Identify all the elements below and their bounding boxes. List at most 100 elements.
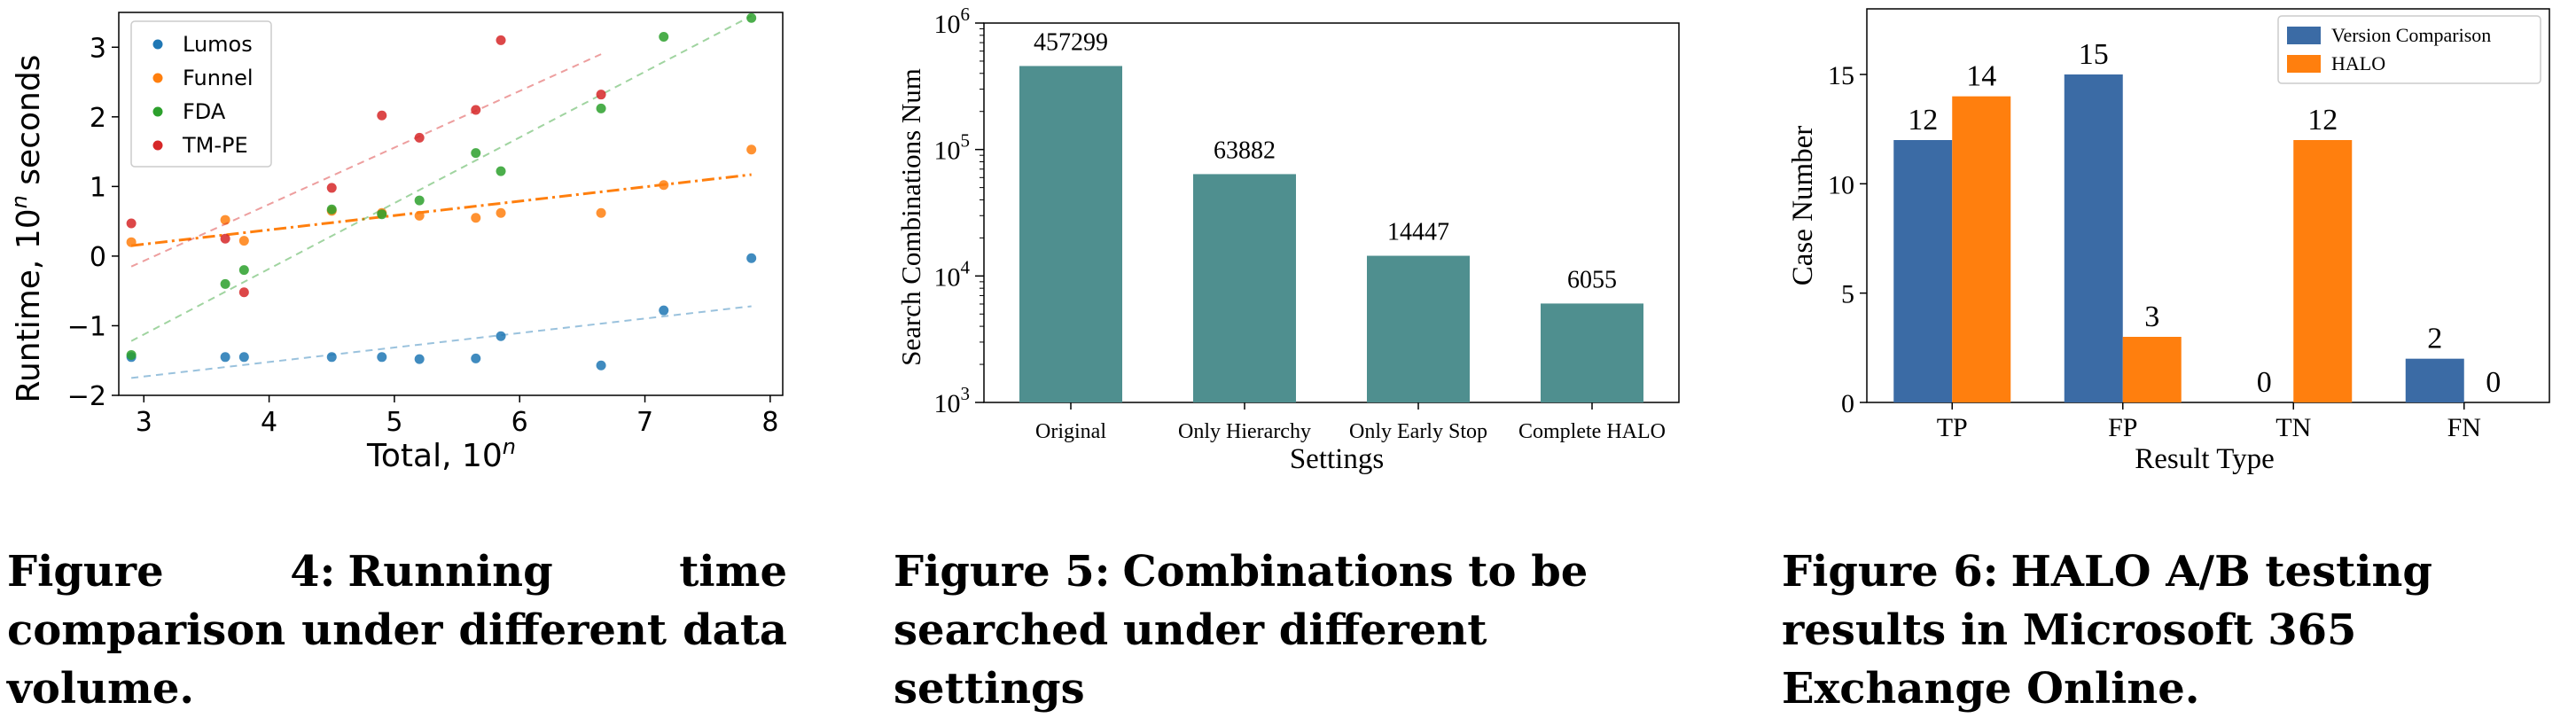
x-tick-label: Original — [1035, 420, 1106, 443]
y-axis-title: Case Number — [1787, 126, 1819, 286]
y-tick-label: 0 — [1841, 389, 1854, 418]
data-point-fda — [496, 166, 506, 176]
y-tick-label: 0 — [90, 242, 106, 273]
x-tick-label: 7 — [636, 407, 653, 438]
data-point-funnel — [659, 180, 669, 191]
figure-5-label: Figure 5: — [894, 547, 1111, 597]
figure-6-label: Figure 6: — [1782, 547, 1999, 597]
data-point-lumos — [471, 353, 481, 363]
y-tick-label: 5 — [1841, 280, 1854, 309]
plot-frame — [118, 12, 784, 396]
x-tick-label: FP — [2108, 413, 2137, 442]
bar-value-label: 3 — [2144, 300, 2159, 333]
y-tick-base: 10 — [934, 10, 961, 39]
legend-marker-fda — [152, 106, 163, 117]
bar-tp-version-comparison — [1893, 140, 1953, 402]
data-point-fda — [326, 204, 337, 215]
data-point-lumos — [414, 354, 425, 364]
x-tick-label: 4 — [261, 407, 277, 438]
data-point-tm-pe — [326, 183, 337, 193]
legend-label-halo: HALO — [2331, 52, 2385, 74]
bar-tn-halo — [2293, 140, 2353, 402]
plot-frame — [983, 22, 1680, 403]
data-point-tm-pe — [414, 132, 425, 143]
data-point-lumos — [238, 352, 249, 363]
y-tick-exponent: 4 — [961, 256, 971, 277]
bar-only-early-stop — [1367, 255, 1470, 402]
bar-value-label: 6055 — [1567, 266, 1617, 293]
y-tick-exponent: 3 — [961, 383, 971, 404]
y-tick-label: 15 — [1828, 61, 1854, 90]
data-point-funnel — [238, 236, 249, 246]
data-point-lumos — [326, 352, 337, 363]
y-tick-label: 103 — [934, 383, 971, 418]
x-tick-label: 8 — [761, 407, 778, 438]
y-tick-exponent: 5 — [961, 130, 971, 152]
bar-original — [1019, 66, 1122, 403]
x-tick-label: FN — [2447, 413, 2481, 442]
data-point-funnel — [746, 144, 757, 155]
x-tick-label: TN — [2275, 413, 2311, 442]
trend-line-lumos — [131, 305, 752, 379]
data-point-tm-pe — [377, 110, 387, 121]
x-tick-label: 3 — [136, 407, 152, 438]
data-point-lumos — [377, 352, 387, 363]
legend-label-fda: FDA — [183, 99, 226, 124]
bar-fp-halo — [2122, 337, 2182, 402]
legend-marker-lumos — [152, 39, 163, 50]
x-tick-label: Only Hierarchy — [1178, 420, 1311, 443]
data-point-lumos — [659, 305, 669, 316]
data-point-lumos — [220, 352, 230, 363]
x-tick-label: 6 — [511, 407, 528, 438]
bar-tp-halo — [1952, 96, 2011, 403]
data-point-fda — [596, 103, 606, 113]
y-tick-base: 10 — [934, 389, 961, 418]
bar-value-label: 457299 — [1034, 28, 1108, 56]
y-tick-label: 106 — [934, 4, 971, 39]
data-point-funnel — [126, 237, 137, 247]
legend-swatch-halo — [2287, 55, 2321, 73]
y-tick-label: 105 — [934, 130, 971, 166]
data-point-funnel — [220, 215, 230, 225]
runtime-scatter-chart: 3 4 5 6 7 8 −2 −1 0 1 2 3 Lumos Funnel FDA TM-PE Total,… — [7, 12, 784, 474]
legend-label-tm-pe: TM-PE — [182, 133, 248, 158]
data-point-lumos — [746, 253, 757, 263]
legend-marker-tm-pe — [152, 140, 163, 151]
data-point-fda — [659, 31, 669, 42]
bar-value-label: 14 — [1966, 60, 1996, 93]
y-tick-label: 104 — [934, 256, 971, 292]
trend-line-funnel — [130, 173, 752, 247]
x-axis-title: Total, 10n — [366, 434, 516, 474]
x-tick-label: 5 — [386, 407, 402, 438]
data-point-fda — [126, 349, 137, 360]
data-point-funnel — [471, 213, 481, 223]
data-point-tm-pe — [220, 233, 230, 244]
x-tick-label: Only Early Stop — [1349, 420, 1487, 443]
data-point-fda — [746, 12, 757, 23]
figure-4-caption: Figure 4: Running time comparison under d… — [7, 542, 787, 718]
legend-swatch-version-comparison — [2287, 27, 2321, 44]
data-point-funnel — [496, 207, 506, 218]
data-point-funnel — [414, 210, 425, 221]
bar-value-label: 63882 — [1214, 137, 1276, 164]
data-point-fda — [238, 265, 249, 276]
scatter-plot-area: 3 4 5 6 7 8 −2 −1 0 1 2 3 Lumos Funnel FDA TM-PE — [67, 12, 784, 438]
legend-label-lumos: Lumos — [183, 32, 253, 57]
bar-fp-version-comparison — [2064, 74, 2123, 402]
y-tick-base: 10 — [934, 262, 961, 292]
bar-complete-halo — [1541, 303, 1643, 402]
bar-value-label: 14447 — [1387, 219, 1449, 246]
bar-value-label: 12 — [2307, 104, 2338, 137]
bar-value-label: 12 — [1908, 104, 1938, 137]
data-point-tm-pe — [471, 105, 481, 115]
data-point-tm-pe — [496, 35, 506, 45]
y-axis-title: Search Combinations Num — [895, 68, 926, 366]
x-tick-label: TP — [1937, 413, 1968, 442]
y-tick-label: 3 — [90, 33, 106, 64]
data-point-fda — [377, 209, 387, 220]
figure-5-caption: Figure 5: Combinations to be searched und… — [894, 542, 1674, 718]
figure-6-caption: Figure 6: HALO A/B testing results in Mic… — [1782, 542, 2571, 718]
